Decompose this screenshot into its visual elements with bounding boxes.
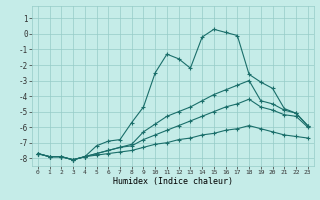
X-axis label: Humidex (Indice chaleur): Humidex (Indice chaleur) (113, 177, 233, 186)
